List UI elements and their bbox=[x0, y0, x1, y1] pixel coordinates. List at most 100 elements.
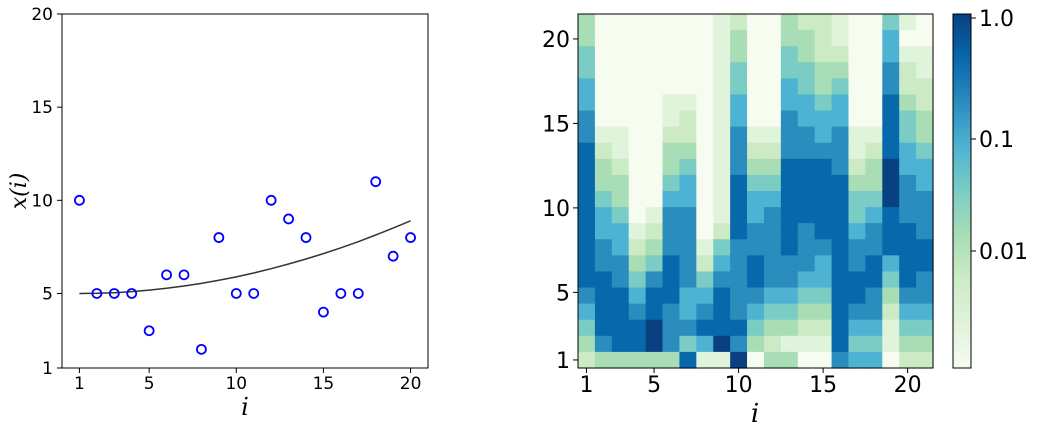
heatmap-cell bbox=[662, 239, 681, 256]
heatmap-cell bbox=[713, 319, 731, 337]
heatmap-cell bbox=[713, 239, 731, 256]
heatmap-cell bbox=[679, 78, 697, 96]
scatter-points bbox=[74, 176, 416, 355]
heatmap-cell bbox=[628, 94, 647, 112]
heatmap-cell bbox=[730, 271, 748, 289]
heatmap-cell bbox=[780, 287, 799, 305]
scatter-point bbox=[318, 306, 329, 318]
heatmap-cell bbox=[763, 30, 782, 47]
heatmap-cell bbox=[797, 271, 816, 289]
heatmap-cell bbox=[763, 223, 782, 240]
heatmap-cell bbox=[797, 142, 816, 160]
heatmap-cell bbox=[831, 207, 850, 224]
heatmap-cell bbox=[831, 191, 850, 208]
heatmap-cell bbox=[645, 255, 664, 273]
heatmap-cell bbox=[645, 191, 664, 208]
colorbar: 1.0 0.1 0.01 bbox=[952, 7, 1028, 369]
heatmap-cell bbox=[814, 94, 833, 112]
heatmap-cell bbox=[848, 94, 866, 112]
heatmap-cell bbox=[662, 223, 681, 240]
heatmap-cell bbox=[662, 303, 681, 321]
heatmap-cell bbox=[645, 271, 664, 289]
heatmap-cell bbox=[611, 30, 630, 47]
heatmap-cell bbox=[679, 174, 697, 192]
scatter-point bbox=[143, 325, 155, 337]
heatmap-cell bbox=[713, 271, 731, 289]
heatmap-cell bbox=[865, 174, 883, 192]
heatmap-cell bbox=[899, 158, 917, 176]
heatmap-cell bbox=[628, 287, 647, 305]
heatmap-cell bbox=[831, 94, 850, 112]
heatmap-cell bbox=[578, 62, 596, 79]
scatter-x-ticks: 1 5 10 15 20 bbox=[74, 368, 421, 394]
heatmap-cell bbox=[763, 287, 782, 305]
heatmap-cell bbox=[814, 223, 833, 240]
heatmap-cell bbox=[916, 126, 934, 144]
heatmap-cell bbox=[814, 46, 833, 63]
heatmap-cell bbox=[882, 223, 900, 240]
colorbar-gradient bbox=[952, 13, 972, 369]
heatmap-cell bbox=[747, 126, 765, 144]
heatmap-cell bbox=[763, 191, 782, 208]
scatter-x-tick-label: 15 bbox=[313, 374, 335, 394]
heatmap-cell bbox=[679, 110, 697, 128]
heatmap-cell bbox=[730, 255, 748, 273]
heatmap-cell bbox=[747, 78, 765, 96]
heatmap-cell bbox=[679, 30, 697, 47]
heatmap-cell bbox=[611, 223, 630, 240]
heatmap-cell bbox=[578, 191, 596, 208]
heatmap-cell bbox=[611, 287, 630, 305]
heatmap-cell bbox=[628, 46, 647, 63]
heatmap-cell bbox=[797, 94, 816, 112]
heatmap-cell bbox=[594, 94, 613, 112]
heatmap-cell bbox=[916, 62, 934, 79]
heatmap-cell bbox=[831, 335, 850, 353]
heatmap-cell bbox=[747, 14, 765, 31]
heatmap-cell bbox=[628, 174, 647, 192]
heatmap-cell bbox=[899, 303, 917, 321]
heatmap-cell bbox=[628, 335, 647, 353]
heatmap-cell bbox=[594, 158, 613, 176]
heatmap-cell bbox=[882, 319, 900, 337]
heatmap-cell bbox=[865, 287, 883, 305]
heatmap-cell bbox=[865, 110, 883, 128]
scatter-point bbox=[126, 288, 138, 299]
heatmap-cell bbox=[882, 207, 900, 224]
heatmap-cell bbox=[662, 126, 681, 144]
heatmap-cell bbox=[916, 191, 934, 208]
heatmap-cell bbox=[848, 158, 866, 176]
heatmap-cell bbox=[578, 78, 596, 96]
heatmap-cell bbox=[628, 191, 647, 208]
heatmap-cell bbox=[848, 30, 866, 47]
heatmap-cell bbox=[713, 191, 731, 208]
heatmap-cell bbox=[679, 319, 697, 337]
heatmap-cell bbox=[882, 191, 900, 208]
heatmap-cell bbox=[882, 303, 900, 321]
heatmap-cell bbox=[882, 351, 900, 369]
heatmap-cell bbox=[797, 30, 816, 47]
heatmap-cell bbox=[763, 351, 782, 369]
heatmap-cell bbox=[882, 335, 900, 353]
heatmap-cell bbox=[594, 271, 613, 289]
heatmap-cell bbox=[594, 191, 613, 208]
heatmap-cell bbox=[865, 46, 883, 63]
heatmap-cell bbox=[865, 14, 883, 31]
heatmap-cell bbox=[797, 223, 816, 240]
heatmap-cell bbox=[730, 110, 748, 128]
heatmap-cell bbox=[831, 255, 850, 273]
heatmap-cell bbox=[578, 30, 596, 47]
heatmap-cell bbox=[578, 239, 596, 256]
scatter-x-tick-label: 10 bbox=[225, 374, 247, 394]
heatmap-cell bbox=[747, 239, 765, 256]
heatmap-cell bbox=[848, 142, 866, 160]
heatmap-cell bbox=[763, 303, 782, 321]
heatmap-cell bbox=[747, 207, 765, 224]
heatmap-cell bbox=[814, 78, 833, 96]
heatmap-cell bbox=[865, 30, 883, 47]
heatmap-cell bbox=[696, 158, 714, 176]
heatmap-cell bbox=[848, 271, 866, 289]
heatmap-cell bbox=[645, 126, 664, 144]
scatter-point bbox=[161, 269, 172, 281]
